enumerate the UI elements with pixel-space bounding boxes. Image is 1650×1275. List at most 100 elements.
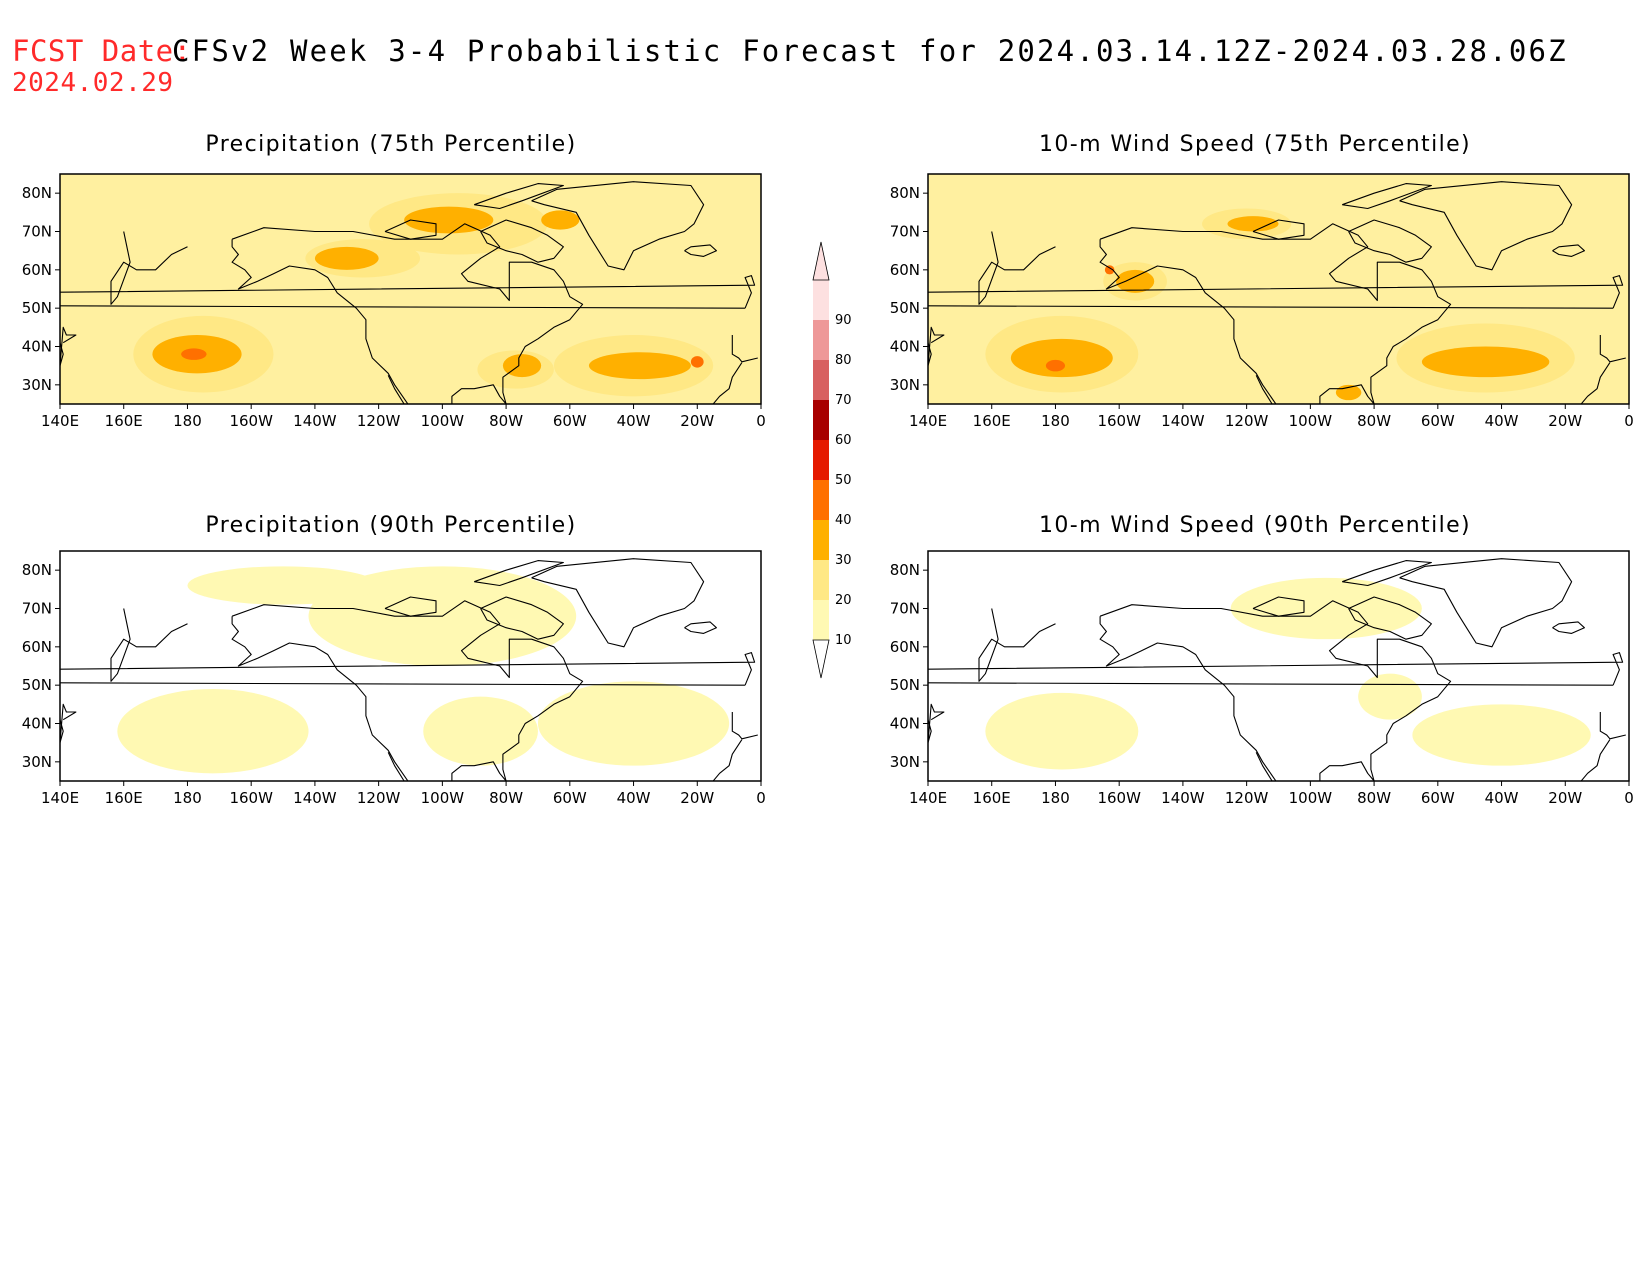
y-tick-label: 70N (890, 223, 920, 241)
y-tick-label: 60N (22, 261, 52, 279)
x-tick-label: 160W (229, 789, 273, 807)
coastline-great-britain (928, 275, 1624, 309)
coastline-baffin-island (1348, 596, 1432, 640)
coastline-ellesmere-island (474, 560, 564, 587)
y-tick-label: 40N (890, 338, 920, 356)
coastline-baja-california (387, 375, 405, 404)
colorbar-label: 40 (835, 513, 852, 528)
panel-title-wind-75: 10-m Wind Speed (75th Percentile) (1038, 132, 1472, 157)
x-tick-label: 20W (680, 789, 714, 807)
coastline-iceland (1552, 244, 1585, 257)
y-tick-label: 80N (22, 561, 52, 579)
x-tick-label: 140E (41, 789, 79, 807)
coastline-iceland (1552, 621, 1585, 634)
colorbar-segment-10 (813, 600, 829, 640)
x-tick-label: 180 (1041, 789, 1070, 807)
colorbar-segment-70 (813, 360, 829, 400)
colorbar-label: 90 (835, 313, 852, 328)
probability-region-10 (1412, 704, 1591, 766)
map-frame (927, 550, 1630, 782)
forecast-date-label: FCST Date: (12, 34, 192, 68)
probability-region-10 (423, 696, 538, 766)
coastline-kamchatka (110, 231, 188, 305)
y-tick-label: 70N (22, 223, 52, 241)
colorbar: 10 20 30 40 50 60 70 80 90 (812, 241, 852, 679)
coastline-west-africa (712, 739, 743, 781)
x-tick-label: 80W (1357, 789, 1391, 807)
x-tick-label: 160E (973, 412, 1011, 430)
colorbar-label: 10 (835, 633, 852, 648)
x-tick-label: 20W (1548, 412, 1582, 430)
y-tick-label: 80N (890, 561, 920, 579)
coastline-west-africa (1580, 362, 1611, 404)
map-panel-2: 140E 160E 180 160W 140W 120W 100W 80W 60W 40W 20W 0… (22, 550, 766, 807)
map-frame (59, 550, 762, 782)
map-panel-0: 140E 160E 180 160W 140W 120W 100W 80W 60W 40W 20W 0… (22, 173, 766, 430)
x-tick-label: 60W (1421, 789, 1455, 807)
x-tick-label: 60W (553, 412, 587, 430)
coastline-ellesmere-island (1342, 560, 1432, 587)
coastline-iceland (684, 244, 717, 257)
x-tick-label: 20W (1548, 789, 1582, 807)
colorbar-segment-20 (813, 560, 829, 600)
x-tick-label: 160E (105, 412, 143, 430)
probability-region-30 (1421, 346, 1550, 378)
y-tick-label: 80N (22, 184, 52, 202)
probability-region-30 (1227, 216, 1279, 232)
colorbar-segment-90 (813, 280, 829, 320)
probability-region-40 (181, 348, 207, 360)
x-tick-label: 80W (1357, 412, 1391, 430)
probability-region-30 (588, 352, 691, 380)
coastline-great-britain (928, 652, 1624, 686)
y-tick-label: 60N (22, 638, 52, 656)
x-tick-label: 160E (973, 789, 1011, 807)
coastline-ellesmere-island (1342, 183, 1432, 210)
coastline-japan (928, 326, 945, 367)
coastline-greenland (531, 181, 705, 271)
x-tick-label: 140E (909, 789, 947, 807)
probability-region-10 (1358, 673, 1422, 720)
coastline-kamchatka (978, 231, 1056, 305)
x-tick-label: 140W (1161, 789, 1205, 807)
panel-title-wind-90: 10-m Wind Speed (90th Percentile) (1038, 513, 1472, 538)
coastline-ellesmere-island (474, 183, 564, 210)
coastline-iberia (1599, 335, 1626, 363)
colorbar-segment-60 (813, 400, 829, 440)
probability-region-30 (1010, 338, 1113, 378)
x-tick-label: 160W (1097, 789, 1141, 807)
coastline-west-africa (712, 362, 743, 404)
coastline-kamchatka (978, 608, 1056, 682)
x-tick-label: 140W (293, 412, 337, 430)
x-tick-label: 100W (421, 412, 465, 430)
coastline-greenland (531, 558, 705, 648)
coastline-north-america (231, 600, 584, 781)
x-tick-label: 140W (293, 789, 337, 807)
coastline-kamchatka (110, 608, 188, 682)
colorbar-label: 50 (835, 473, 852, 488)
coastline-victoria-island (1252, 596, 1305, 617)
x-tick-label: 0 (756, 412, 766, 430)
x-tick-label: 100W (1289, 789, 1333, 807)
x-tick-label: 160W (1097, 412, 1141, 430)
coastline-japan (60, 326, 77, 367)
probability-region-10 (537, 681, 730, 766)
colorbar-label: 20 (835, 593, 852, 608)
colorbar-segment-50 (813, 440, 829, 480)
map-frame (59, 173, 762, 405)
x-tick-label: 40W (617, 412, 651, 430)
colorbar-label: 80 (835, 353, 852, 368)
coastline-baffin-island (480, 219, 564, 263)
y-tick-label: 50N (22, 676, 52, 694)
probability-region-40 (1104, 265, 1115, 275)
x-tick-label: 60W (1421, 412, 1455, 430)
y-tick-label: 30N (22, 753, 52, 771)
coastline-baffin-island (1348, 219, 1432, 263)
x-tick-label: 120W (1225, 789, 1269, 807)
x-tick-label: 120W (357, 789, 401, 807)
x-tick-label: 60W (553, 789, 587, 807)
panel-title-precip-90: Precipitation (90th Percentile) (205, 513, 577, 538)
coastline-victoria-island (1252, 219, 1305, 240)
y-tick-label: 60N (890, 261, 920, 279)
x-tick-label: 0 (1624, 789, 1634, 807)
probability-region-30 (1115, 269, 1155, 293)
